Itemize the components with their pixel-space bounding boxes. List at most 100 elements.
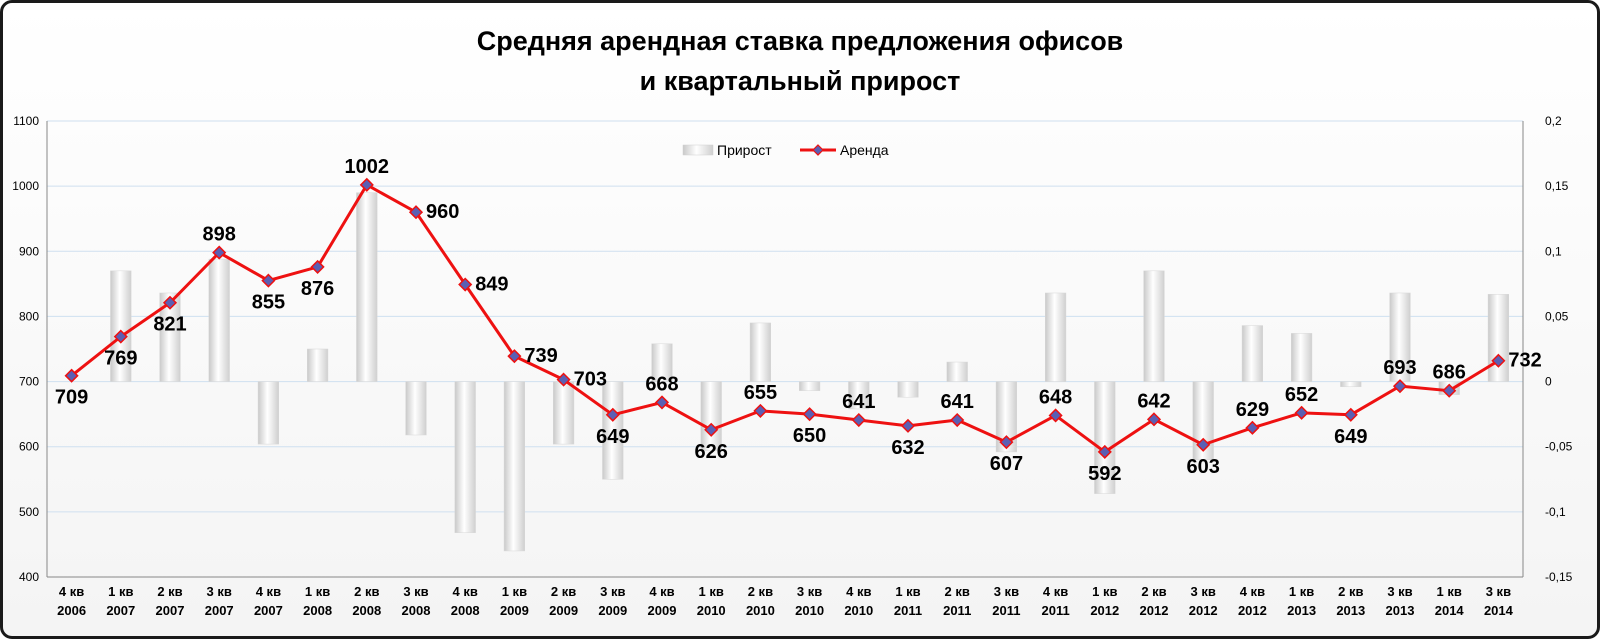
right-axis-tick-label: -0,1: [1545, 505, 1566, 519]
rent-marker: [310, 259, 325, 274]
x-axis-tick-year: 2008: [303, 603, 332, 618]
x-axis-tick-quarter: 4 кв: [1240, 584, 1265, 599]
growth-bar: [257, 381, 279, 445]
right-axis-tick-label: 0,2: [1545, 114, 1562, 128]
x-axis-tick-year: 2011: [992, 603, 1020, 618]
growth-bar: [503, 381, 525, 552]
rent-data-label: 641: [941, 391, 974, 413]
left-axis-tick-label: 600: [19, 440, 39, 454]
rent-marker: [64, 368, 79, 383]
rent-marker: [1343, 407, 1358, 422]
growth-bar: [208, 258, 230, 382]
rent-data-label: 603: [1187, 456, 1220, 478]
x-axis-tick-year: 2014: [1435, 603, 1465, 618]
legend-swatch-rent-marker: [812, 144, 824, 156]
x-axis-tick-quarter: 3 кв: [994, 584, 1019, 599]
x-axis-tick-year: 2011: [943, 603, 971, 618]
rent-data-label: 642: [1137, 390, 1170, 412]
growth-bar: [1340, 381, 1362, 388]
x-axis-tick-quarter: 2 кв: [1338, 584, 1363, 599]
rent-marker: [507, 349, 522, 364]
rent-data-label: 769: [104, 348, 137, 370]
rent-marker: [950, 412, 965, 428]
x-axis-tick-year: 2008: [451, 603, 480, 618]
right-axis-tick-label: 0,1: [1545, 244, 1562, 258]
growth-bar: [454, 381, 476, 533]
growth-bar: [799, 381, 821, 391]
legend-label-growth: Прирост: [717, 142, 772, 158]
right-axis-tick-label: 0: [1545, 375, 1552, 389]
rent-data-label: 703: [574, 369, 607, 391]
growth-bar: [602, 381, 624, 480]
legend-swatch-growth: [682, 144, 714, 156]
rent-data-label: 629: [1236, 399, 1269, 421]
growth-bar: [897, 381, 919, 398]
rent-marker: [1294, 405, 1309, 420]
x-axis-tick-quarter: 3 кв: [1486, 584, 1511, 599]
x-axis-tick-quarter: 1 кв: [1289, 584, 1314, 599]
rent-data-label: 686: [1433, 362, 1466, 384]
left-axis-tick-label: 400: [19, 570, 39, 584]
x-axis-tick-year: 2007: [205, 603, 234, 618]
x-axis-tick-quarter: 3 кв: [797, 584, 822, 599]
x-axis-tick-quarter: 3 кв: [1387, 584, 1412, 599]
rent-data-label: 739: [524, 345, 557, 367]
rent-marker: [999, 435, 1014, 450]
left-axis-tick-label: 800: [19, 309, 39, 323]
x-axis-tick-quarter: 2 кв: [748, 584, 773, 599]
x-axis-tick-quarter: 4 кв: [59, 584, 84, 599]
left-axis-tick-label: 900: [19, 244, 39, 258]
x-axis-tick-quarter: 1 кв: [1092, 584, 1117, 599]
rent-marker: [605, 407, 620, 422]
growth-bar: [159, 292, 181, 382]
x-axis-tick-quarter: 2 кв: [1141, 584, 1166, 599]
x-axis-tick-quarter: 3 кв: [403, 584, 428, 599]
x-axis-tick-year: 2009: [500, 603, 529, 618]
x-axis-tick-year: 2008: [352, 603, 381, 618]
x-axis-tick-quarter: 4 кв: [1043, 584, 1068, 599]
rent-data-label: 876: [301, 278, 334, 300]
rent-marker: [212, 245, 227, 260]
x-axis-tick-quarter: 2 кв: [551, 584, 576, 599]
growth-bar: [1241, 325, 1263, 382]
rent-marker: [261, 273, 276, 288]
x-axis-tick-quarter: 3 кв: [600, 584, 625, 599]
growth-bar: [995, 381, 1017, 453]
growth-bar: [1143, 270, 1165, 382]
chart-title-line-2: и квартальный прирост: [640, 66, 961, 96]
rent-data-label: 592: [1088, 463, 1121, 485]
growth-bar: [1094, 381, 1116, 494]
x-axis-tick-quarter: 1 кв: [1437, 584, 1462, 599]
rent-data-label: 650: [793, 425, 826, 447]
x-axis-tick-quarter: 2 кв: [354, 584, 379, 599]
rent-data-label: 641: [842, 391, 875, 413]
growth-bar: [110, 270, 132, 382]
x-axis-tick-year: 2014: [1484, 603, 1514, 618]
x-axis-tick-quarter: 4 кв: [256, 584, 281, 599]
x-axis-tick-year: 2010: [795, 603, 824, 618]
rent-data-label: 821: [153, 314, 186, 336]
rent-data-label: 709: [55, 387, 88, 409]
x-axis-tick-year: 2012: [1189, 603, 1218, 618]
x-axis-tick-year: 2013: [1386, 603, 1415, 618]
rent-marker: [408, 205, 424, 220]
x-axis-tick-quarter: 1 кв: [502, 584, 527, 599]
growth-bar: [1045, 292, 1067, 382]
rent-data-label: 1002: [345, 156, 390, 178]
x-axis-tick-year: 2012: [1090, 603, 1119, 618]
x-axis-tick-year: 2009: [549, 603, 578, 618]
rent-marker: [1048, 408, 1063, 423]
x-axis-tick-quarter: 4 кв: [846, 584, 871, 599]
growth-bar: [1192, 381, 1214, 460]
left-axis-tick-label: 500: [19, 505, 39, 519]
rent-data-label: 668: [645, 373, 678, 395]
rent-data-label: 693: [1383, 357, 1416, 379]
x-axis-tick-year: 2010: [746, 603, 775, 618]
x-axis-tick-quarter: 1 кв: [895, 584, 920, 599]
x-axis-tick-year: 2007: [156, 603, 185, 618]
growth-bar: [848, 381, 870, 410]
rent-marker: [900, 418, 916, 433]
x-axis-tick-quarter: 1 кв: [108, 584, 133, 599]
rent-line: [70, 183, 1500, 454]
